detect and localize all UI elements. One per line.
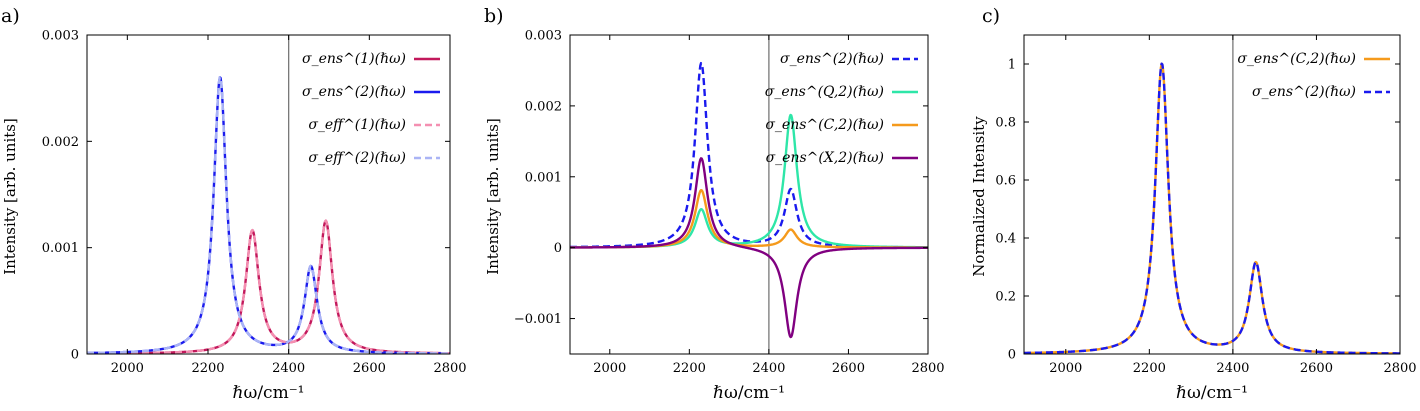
x-tick-label: 2600 xyxy=(1300,361,1333,376)
legend-entry-2: σ_ens^(2)(ℏω) xyxy=(302,84,406,100)
y-tick-label: 0.002 xyxy=(525,99,562,114)
series-group xyxy=(1024,62,1400,354)
legend-entry-1: σ_ens^(C,2)(ℏω) xyxy=(1237,51,1356,67)
legend-entry-3: σ_ens^(C,2)(ℏω) xyxy=(765,117,884,133)
y-tick-label: 0.003 xyxy=(42,29,79,44)
panel-2: 2000 2200 2400 2600 2800 −0.001 0 0.001 0.002 0.0… xyxy=(484,5,945,403)
legend: σ_ens^(C,2)(ℏω) σ_ens^(2)(ℏω) xyxy=(1237,51,1390,100)
y-tick-label: 0.002 xyxy=(42,135,79,150)
series-line-2 xyxy=(1024,62,1400,354)
y-tick-label: 0 xyxy=(1008,348,1016,363)
x-tick-label: 2800 xyxy=(1383,361,1416,376)
panel-label: b) xyxy=(484,5,504,27)
x-tick-label: 2200 xyxy=(673,361,706,376)
x-tick-label: 2600 xyxy=(353,361,386,376)
axes-frame xyxy=(1023,34,1401,355)
legend-entry-4: σ_ens^(X,2)(ℏω) xyxy=(766,150,884,166)
y-axis-label: Intensity [arb. units] xyxy=(1,118,19,275)
y-tick-label: 0.003 xyxy=(525,29,562,44)
series-line-3 xyxy=(570,188,928,249)
panel-3: 2000 2200 2400 2600 2800 0 0.2 0.4 0.6 0.8 1 ℏω/cm⁻… xyxy=(970,5,1417,403)
x-tick-label: 2000 xyxy=(1049,361,1082,376)
legend-entry-4: σ_eff^(2)(ℏω) xyxy=(308,150,406,166)
series-line-3 xyxy=(87,219,450,354)
y-tick-label: 0.6 xyxy=(995,174,1016,189)
y-tick-label: 0.001 xyxy=(525,170,562,185)
y-tick-label: 0.4 xyxy=(995,232,1016,247)
y-tick-label: 0.8 xyxy=(995,116,1016,131)
axes-frame xyxy=(86,34,451,355)
x-axis-label: ℏω/cm⁻¹ xyxy=(233,383,305,403)
series-line-1 xyxy=(87,219,450,354)
panel-label: a) xyxy=(1,5,20,27)
y-axis-label: Normalized Intensity xyxy=(970,116,988,277)
y-tick-label: 0 xyxy=(554,241,562,256)
series-line-2 xyxy=(570,113,928,249)
x-tick-label: 2400 xyxy=(1216,361,1249,376)
x-tick-label: 2200 xyxy=(191,361,224,376)
series-group xyxy=(87,76,450,354)
y-axis-label: Intensity [arb. units] xyxy=(484,118,502,275)
x-axis-label: ℏω/cm⁻¹ xyxy=(1176,383,1248,403)
x-tick-label: 2000 xyxy=(593,361,626,376)
legend-entry-2: σ_ens^(2)(ℏω) xyxy=(1252,84,1356,100)
legend-entry-2: σ_ens^(Q,2)(ℏω) xyxy=(765,84,884,100)
x-tick-label: 2600 xyxy=(832,361,865,376)
x-tick-label: 2800 xyxy=(433,361,466,376)
series-group xyxy=(570,61,928,339)
legend-entry-3: σ_eff^(1)(ℏω) xyxy=(308,117,406,133)
series-line-1 xyxy=(1024,62,1400,354)
y-tick-label: 0 xyxy=(71,348,79,363)
x-tick-label: 2800 xyxy=(911,361,944,376)
legend-entry-1: σ_ens^(1)(ℏω) xyxy=(302,51,406,67)
x-axis-label: ℏω/cm⁻¹ xyxy=(713,383,785,403)
y-tick-label: −0.001 xyxy=(514,312,562,327)
y-tick-label: 0.2 xyxy=(995,290,1016,305)
x-tick-label: 2400 xyxy=(752,361,785,376)
panel-label: c) xyxy=(982,5,1000,27)
legend: σ_ens^(1)(ℏω) σ_ens^(2)(ℏω) σ_eff^(1)(ℏω) σ… xyxy=(302,51,440,166)
x-tick-label: 2400 xyxy=(272,361,305,376)
axes-frame xyxy=(569,34,929,355)
legend: σ_ens^(2)(ℏω) σ_ens^(Q,2)(ℏω) σ_ens^(C,2)(… xyxy=(765,51,918,166)
panel-1: 2000 2200 2400 2600 2800 0 0.001 0.002 0.003 ℏω/c… xyxy=(1,5,467,403)
y-tick-label: 1 xyxy=(1008,58,1016,73)
series-line-4 xyxy=(570,157,928,339)
x-tick-label: 2200 xyxy=(1133,361,1166,376)
y-tick-label: 0.001 xyxy=(42,241,79,256)
legend-entry-1: σ_ens^(2)(ℏω) xyxy=(780,51,884,67)
series-line-4 xyxy=(87,76,450,354)
x-tick-label: 2000 xyxy=(111,361,144,376)
